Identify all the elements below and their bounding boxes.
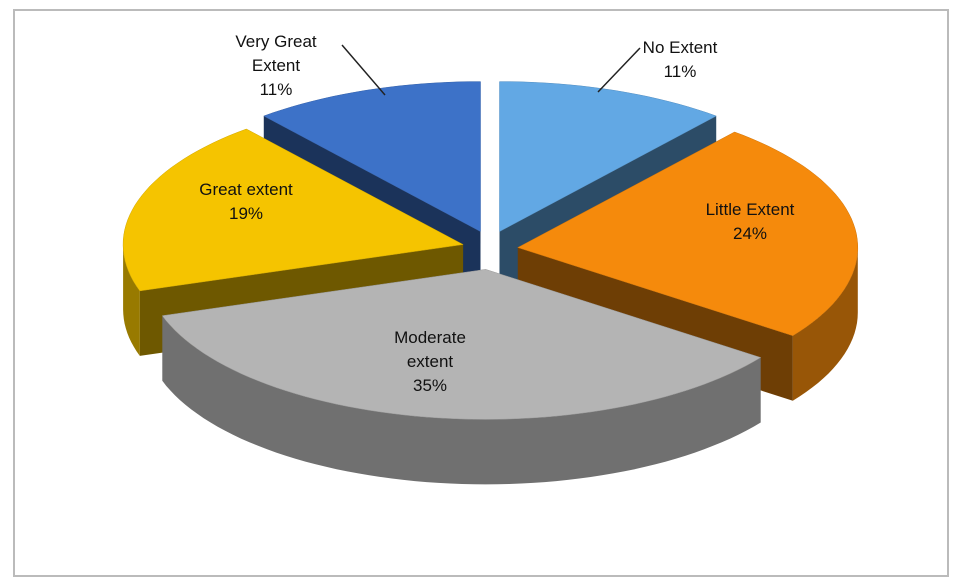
data-label: Great extent 19% xyxy=(176,178,316,226)
data-label: Moderate extent 35% xyxy=(375,326,485,398)
label-value: 35% xyxy=(412,376,448,395)
label-name: Great extent xyxy=(199,180,293,199)
label-value: 24% xyxy=(732,224,768,243)
label-value: 19% xyxy=(228,204,264,223)
slice-wall xyxy=(162,315,761,485)
slice xyxy=(517,131,859,336)
slice xyxy=(161,269,762,420)
leader-line xyxy=(597,47,641,93)
label-value: 11% xyxy=(259,80,293,99)
slice-wall xyxy=(123,244,140,356)
slice xyxy=(499,81,717,232)
slice-wall xyxy=(792,247,858,401)
label-name: No Extent xyxy=(642,38,718,57)
slice xyxy=(122,128,464,292)
slice xyxy=(263,81,481,232)
data-label: Little Extent 24% xyxy=(675,198,825,246)
data-label: No Extent 11% xyxy=(620,36,740,84)
label-name: Little Extent xyxy=(705,200,795,219)
data-label: Very Great Extent 11% xyxy=(226,30,326,102)
label-name: Very Great Extent xyxy=(235,32,317,75)
label-value: 11% xyxy=(663,62,697,81)
label-name: Moderate extent xyxy=(394,328,466,371)
leader-line xyxy=(341,44,386,96)
